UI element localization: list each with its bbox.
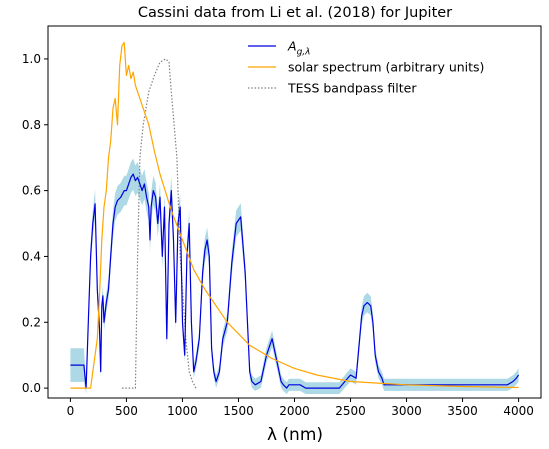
legend: Ag,λ solar spectrum (arbitrary units) TESS… (248, 39, 484, 96)
y-tick-label: 0.8 (22, 118, 41, 132)
x-tick-label: 1500 (223, 404, 254, 418)
x-tick-label: 1000 (167, 404, 198, 418)
x-tick-label: 3000 (391, 404, 422, 418)
series-line-albedo (70, 173, 520, 389)
legend-label: solar spectrum (arbitrary units) (288, 60, 484, 75)
y-tick-label: 0.0 (22, 381, 41, 395)
x-tick-label: 4000 (503, 404, 534, 418)
x-axis-label-text: λ (nm) (267, 425, 323, 444)
legend-entry-solar-spectrum: solar spectrum (arbitrary units) (248, 60, 484, 75)
x-tick-label: 500 (115, 404, 138, 418)
legend-label: Ag,λ (287, 39, 310, 58)
chart-title: Cassini data from Li et al. (2018) for J… (138, 5, 452, 21)
series-line-solar-spectrum (70, 41, 519, 389)
x-axis-label: λ (nm) (267, 425, 323, 444)
x-tick-label: 2500 (335, 404, 366, 418)
legend-label-main: A (287, 39, 297, 54)
plot-area (70, 41, 520, 394)
y-tick-label: 0.2 (22, 315, 41, 329)
legend-entry-tess-bandpass: TESS bandpass filter (248, 81, 417, 96)
x-tick-label: 3500 (447, 404, 478, 418)
y-tick-label: 0.6 (22, 184, 41, 198)
y-tick-label: 0.4 (22, 249, 41, 263)
series-line-tess-bandpass (122, 58, 197, 389)
x-tick-label: 2000 (279, 404, 310, 418)
x-tick-label: 0 (67, 404, 75, 418)
legend-label: TESS bandpass filter (287, 81, 417, 96)
axes: 0 500 1000 1500 2000 2500 3000 3500 4000 0.0 0.2 0.… (22, 25, 542, 418)
legend-entry-albedo: Ag,λ (248, 39, 310, 58)
y-tick-label: 1.0 (22, 52, 41, 66)
legend-label-subscript: g,λ (297, 48, 311, 58)
